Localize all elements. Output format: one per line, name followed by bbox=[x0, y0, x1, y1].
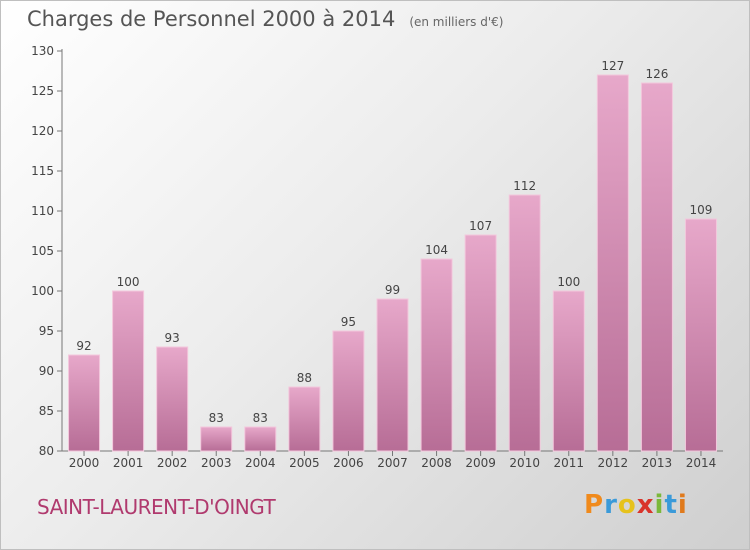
y-tick-label: 85 bbox=[39, 404, 54, 418]
logo-letter: t bbox=[664, 490, 678, 520]
data-label: 107 bbox=[469, 219, 492, 233]
data-label: 104 bbox=[425, 243, 448, 257]
logo-letter: r bbox=[604, 490, 618, 520]
x-tick-label: 2004 bbox=[245, 456, 276, 470]
bar bbox=[200, 426, 233, 452]
bar bbox=[376, 298, 409, 452]
y-tick-label: 115 bbox=[31, 164, 54, 178]
x-tick-label: 2010 bbox=[509, 456, 540, 470]
x-tick-label: 2011 bbox=[553, 456, 584, 470]
logo-letter: i bbox=[677, 490, 688, 520]
x-tick-label: 2008 bbox=[421, 456, 452, 470]
y-tick-label: 130 bbox=[31, 44, 54, 58]
bar bbox=[684, 218, 717, 452]
bar bbox=[244, 426, 277, 452]
bar bbox=[464, 234, 497, 452]
bar bbox=[508, 194, 541, 452]
data-label: 112 bbox=[513, 179, 536, 193]
y-tick-label: 120 bbox=[31, 124, 54, 138]
y-tick-label: 110 bbox=[31, 204, 54, 218]
data-label: 95 bbox=[341, 315, 356, 329]
x-tick-label: 2003 bbox=[201, 456, 232, 470]
y-tick-label: 80 bbox=[39, 444, 54, 458]
x-tick-label: 2002 bbox=[157, 456, 188, 470]
x-tick-label: 2005 bbox=[289, 456, 320, 470]
commune-name: SAINT-LAURENT-D'OINGT bbox=[37, 495, 276, 519]
x-tick-label: 2000 bbox=[69, 456, 100, 470]
data-label: 83 bbox=[253, 411, 268, 425]
data-label: 99 bbox=[385, 283, 400, 297]
data-label: 93 bbox=[165, 331, 180, 345]
proxiti-logo: Proxiti bbox=[584, 490, 688, 520]
y-tick-label: 100 bbox=[31, 284, 54, 298]
x-tick-label: 2009 bbox=[465, 456, 496, 470]
y-tick-label: 105 bbox=[31, 244, 54, 258]
y-tick-label: 95 bbox=[39, 324, 54, 338]
data-label: 126 bbox=[645, 67, 668, 81]
data-label: 88 bbox=[297, 371, 312, 385]
bar bbox=[156, 346, 189, 452]
bar bbox=[420, 258, 453, 452]
data-label: 100 bbox=[117, 275, 140, 289]
bar bbox=[640, 82, 673, 452]
y-tick-label: 125 bbox=[31, 84, 54, 98]
data-label: 92 bbox=[76, 339, 91, 353]
logo-letter: i bbox=[654, 490, 665, 520]
bar bbox=[288, 386, 321, 452]
x-tick-label: 2007 bbox=[377, 456, 408, 470]
bar bbox=[596, 74, 629, 452]
x-tick-label: 2006 bbox=[333, 456, 364, 470]
bar bbox=[112, 290, 145, 452]
bar bbox=[332, 330, 365, 452]
data-label: 100 bbox=[557, 275, 580, 289]
x-tick-label: 2013 bbox=[642, 456, 673, 470]
logo-letter: P bbox=[584, 490, 605, 520]
bar bbox=[552, 290, 585, 452]
logo-letter: o bbox=[617, 490, 637, 520]
y-tick-label: 90 bbox=[39, 364, 54, 378]
chart-title: Charges de Personnel 2000 à 2014 (en mill… bbox=[27, 7, 503, 31]
x-tick-label: 2001 bbox=[113, 456, 144, 470]
bar bbox=[68, 354, 101, 452]
x-tick-label: 2012 bbox=[598, 456, 629, 470]
data-label: 109 bbox=[690, 203, 713, 217]
logo-letter: x bbox=[636, 490, 655, 520]
data-label: 127 bbox=[601, 59, 624, 73]
unit-text: (en milliers d'€) bbox=[409, 15, 504, 29]
data-label: 83 bbox=[209, 411, 224, 425]
x-tick-label: 2014 bbox=[686, 456, 717, 470]
title-text: Charges de Personnel 2000 à 2014 bbox=[27, 7, 396, 31]
